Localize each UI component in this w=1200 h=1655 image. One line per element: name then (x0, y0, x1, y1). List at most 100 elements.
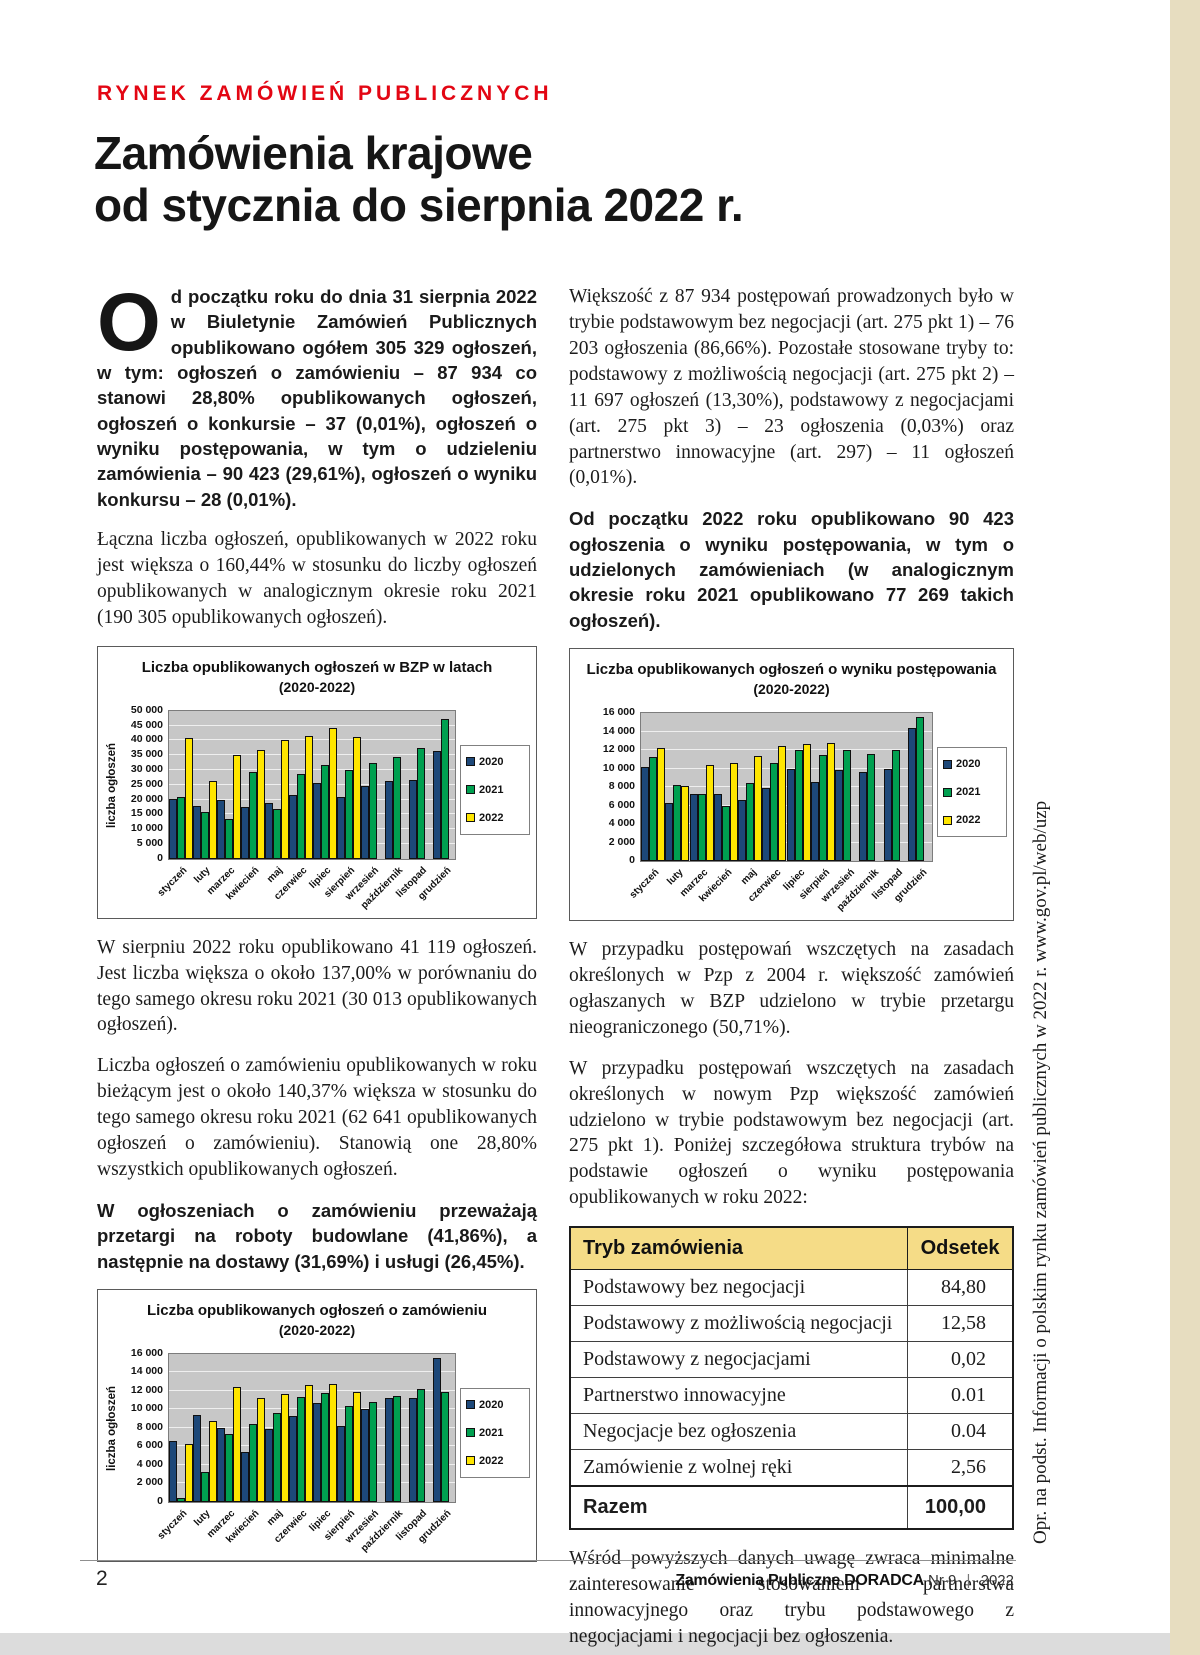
x-tick-label: luty (665, 867, 686, 888)
bar-2020-październik (859, 772, 868, 862)
bar-2020-marzec (217, 799, 225, 859)
bar-2022-kwiecień (729, 762, 738, 862)
bar-2021-grudzień (441, 1391, 449, 1502)
x-tick-label: luty (192, 864, 213, 886)
bar-2021-marzec (225, 1433, 233, 1502)
y-tick-label: 4 000 (136, 1457, 163, 1470)
bar-group-luty (193, 711, 217, 859)
legend-swatch-2020 (466, 1400, 475, 1410)
bar-group-sierpień (810, 713, 835, 862)
bar-2021-czerwiec (770, 762, 779, 862)
bar-2020-luty (665, 802, 674, 862)
bar-2021-kwiecień (249, 1424, 257, 1502)
bar-2022-maj (754, 755, 763, 862)
percentage-cell: 12,58 (907, 1305, 1013, 1342)
bar-2021-luty (201, 811, 209, 859)
y-tick-label: 2 000 (136, 1476, 163, 1489)
bar-group-grudzień (907, 713, 932, 862)
bar-2021-kwiecień (721, 806, 730, 862)
legend-swatch-2021 (466, 785, 475, 795)
gridline (641, 786, 932, 788)
legend-label: 2021 (956, 786, 981, 799)
bar-group-lipiec (313, 1354, 337, 1502)
legend-label: 2022 (956, 814, 981, 827)
x-axis-labels: styczeń luty marzec kwiecień maj czerwiec lipi… (155, 860, 456, 914)
bar-2022-czerwiec (778, 746, 787, 862)
legend-item-2021: 2021 (466, 784, 524, 796)
bar-2021-luty (673, 785, 682, 862)
table-row: Negocjacje bez ogłoszenia 0.04 (570, 1413, 1013, 1450)
table-row: Partnerstwo innowacyjne 0.01 (570, 1377, 1013, 1414)
y-tick-label: 2 000 (608, 835, 635, 848)
legend-label: 2021 (479, 1426, 504, 1439)
right-column: Większość z 87 934 postępowań prowadzony… (569, 284, 1014, 1655)
legend-item-2022: 2022 (943, 814, 1001, 826)
percentage-cell: 84,80 (907, 1269, 1013, 1306)
bar-2020-grudzień (433, 1357, 441, 1502)
bar-2022-kwiecień (257, 1398, 265, 1502)
table-header-percentage: Odsetek (907, 1227, 1013, 1271)
bar-2022-marzec (233, 755, 241, 859)
bar-group-sierpień (337, 1354, 361, 1502)
mode-cell: Negocjacje bez ogłoszenia (570, 1413, 908, 1450)
bar-2021-maj (273, 1413, 281, 1502)
bar-2022-sierpień (826, 742, 835, 862)
article-title: Zamówienia krajowe od stycznia do sierpn… (94, 127, 744, 231)
gridline (169, 724, 455, 726)
mode-cell: Podstawowy bez negocjacji (570, 1269, 908, 1306)
gridline (169, 1371, 455, 1373)
bar-2020-wrzesień (361, 786, 369, 859)
bar-2022-maj (281, 1393, 289, 1502)
bar-group-listopad (883, 713, 908, 862)
bottom-edge-strip (0, 1633, 1170, 1655)
bar-2022-styczeń (185, 738, 193, 859)
article-title-line2: od stycznia do sierpnia 2022 r. (94, 178, 744, 231)
bar-2021-marzec (225, 819, 233, 859)
plot-area (640, 712, 933, 863)
bar-2022-czerwiec (305, 735, 313, 859)
bar-groups (169, 711, 455, 859)
y-tick-label: 14 000 (602, 724, 635, 737)
bar-2022-maj (281, 740, 289, 859)
legend-swatch-2021 (943, 787, 952, 797)
chart-title: Liczba opublikowanych ogłoszeń w BZP w l… (141, 658, 493, 676)
gridline (641, 804, 932, 806)
bar-2021-czerwiec (297, 773, 305, 859)
issue-number: Nr 9 (928, 1572, 957, 1589)
bar-2020-styczeń (641, 766, 650, 862)
legend-item-2020: 2020 (466, 1399, 524, 1411)
footer-journal-info: Zamówienia Publiczne DORADCA Nr 9 | 2022 (568, 1572, 1014, 1590)
total-label-cell: Razem (570, 1485, 908, 1530)
legend-item-2020: 2020 (466, 756, 524, 768)
x-tick-label: maj (265, 1507, 285, 1528)
bar-groups (169, 1354, 455, 1502)
bar-2021-marzec (697, 793, 706, 862)
bar-group-wrzesień (361, 711, 385, 859)
percentage-cell: 0.01 (907, 1377, 1013, 1414)
bar-group-luty (193, 1354, 217, 1502)
y-tick-label: 0 (157, 851, 163, 864)
chart-subtitle: (2020-2022) (278, 678, 356, 695)
x-tick-label: luty (192, 1507, 213, 1529)
bar-2020-luty (193, 806, 201, 859)
bar-group-marzec (689, 713, 714, 862)
mode-cell: Podstawowy z możliwością negocjacji (570, 1305, 908, 1342)
y-tick-label: 12 000 (130, 1383, 163, 1396)
y-tick-label: 50 000 (130, 703, 163, 716)
bar-2020-luty (193, 1415, 201, 1502)
bar-group-kwiecień (241, 711, 265, 859)
bar-2021-październik (867, 753, 876, 862)
bar-2020-listopad (409, 1398, 417, 1502)
bar-2021-grudzień (441, 719, 449, 859)
table-header-mode: Tryb zamówienia (570, 1227, 908, 1271)
bar-2021-wrzesień (369, 1402, 377, 1502)
bar-2020-wrzesień (361, 1409, 369, 1502)
bar-2022-czerwiec (305, 1384, 313, 1502)
x-tick-label: maj (265, 864, 285, 885)
paragraph-august: W sierpniu 2022 roku opublikowano 41 119… (97, 936, 537, 1036)
gridline (641, 823, 932, 825)
y-tick-label: 25 000 (130, 777, 163, 790)
bar-2020-sierpień (810, 782, 819, 862)
bar-2021-listopad (417, 1389, 425, 1502)
